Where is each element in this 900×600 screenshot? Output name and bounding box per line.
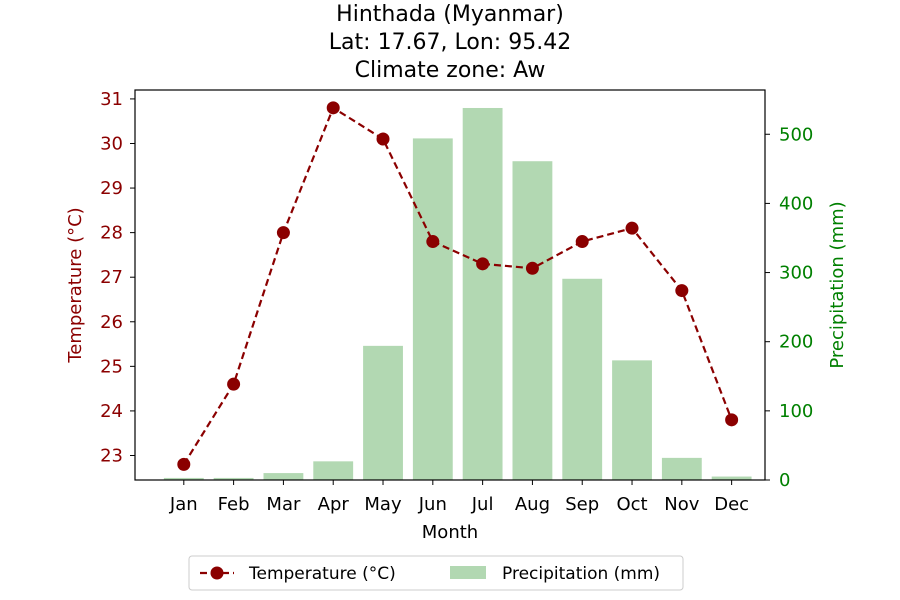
y-left-tick-label-30: 30: [100, 133, 123, 154]
x-tick-label-may: May: [364, 494, 402, 515]
y-left-tick-label-26: 26: [100, 312, 123, 333]
precipitation-bar-jun: [412, 138, 453, 481]
y-right-tick-label-400: 400: [779, 193, 813, 214]
axes: 23 24 25 26 27 28 29 30 31 0 100 200 300 400 500 Jan Feb…: [100, 89, 813, 515]
temperature-series-line: [182, 106, 733, 465]
precipitation-bar-jul: [462, 107, 503, 480]
temperature-point-may: [376, 132, 390, 146]
temperature-point-aug: [525, 261, 539, 275]
x-tick-label-feb: Feb: [218, 494, 250, 515]
x-axis-label: Month: [422, 522, 478, 543]
x-tick-label-aug: Aug: [515, 494, 550, 515]
legend-temperature-label: Temperature (°C): [248, 564, 396, 584]
y-right-tick-label-500: 500: [779, 124, 813, 145]
y-right-tick-label-200: 200: [779, 332, 813, 353]
temperature-point-feb: [227, 377, 241, 391]
title-line-1: Hinthada (Myanmar): [336, 2, 564, 27]
legend: Temperature (°C) Precipitation (mm): [188, 555, 684, 591]
precipitation-bar-oct: [612, 360, 652, 480]
y-left-axis-label: Temperature (°C): [65, 207, 86, 363]
y-right-tick-label-100: 100: [779, 401, 813, 422]
legend-box: [188, 555, 684, 591]
precipitation-bar-feb: [213, 477, 254, 480]
precipitation-bars: [163, 107, 752, 481]
y-left-tick-label-25: 25: [100, 356, 123, 377]
precipitation-bar-dec: [711, 476, 752, 480]
y-right-tick-label-0: 0: [779, 470, 790, 491]
title-line-2: Lat: 17.67, Lon: 95.42: [329, 30, 571, 55]
temperature-point-oct: [625, 221, 639, 235]
precipitation-bar-apr: [313, 461, 354, 480]
y-left-tick-label-28: 28: [100, 223, 123, 244]
x-tick-label-nov: Nov: [664, 494, 699, 515]
precipitation-bar-mar: [263, 473, 304, 480]
plot-frame: [134, 89, 766, 481]
temperature-point-sep: [575, 235, 589, 249]
x-tick-label-jun: Jun: [418, 494, 447, 515]
x-tick-label-mar: Mar: [266, 494, 301, 515]
precipitation-bar-may: [363, 345, 403, 480]
y-left-tick-label-27: 27: [100, 267, 123, 288]
x-tick-label-oct: Oct: [616, 494, 647, 515]
legend-precipitation-swatch: [450, 566, 486, 579]
precipitation-bar-nov: [661, 457, 702, 480]
chart-title: Hinthada (Myanmar) Lat: 17.67, Lon: 95.4…: [329, 2, 571, 83]
precipitation-bar-sep: [562, 278, 603, 480]
y-left-tick-label-23: 23: [100, 445, 123, 466]
temperature-point-nov: [675, 284, 689, 298]
x-tick-label-jul: Jul: [471, 494, 494, 515]
legend-temperature-marker: [210, 566, 224, 580]
y-left-tick-label-31: 31: [100, 89, 123, 110]
temperature-point-jun: [426, 235, 440, 249]
temperature-point-dec: [725, 413, 739, 427]
temperature-point-jan: [177, 457, 191, 471]
title-line-3: Climate zone: Aw: [355, 58, 546, 83]
y-left-tick-label-29: 29: [100, 178, 123, 199]
x-tick-label-dec: Dec: [714, 494, 749, 515]
x-tick-label-jan: Jan: [169, 494, 198, 515]
x-tick-label-apr: Apr: [318, 494, 350, 515]
y-left-tick-label-24: 24: [100, 401, 123, 422]
temperature-point-apr: [326, 101, 340, 115]
temperature-point-jul: [476, 257, 490, 271]
precipitation-bar-aug: [512, 161, 553, 481]
y-right-axis-label: Precipitation (mm): [827, 201, 848, 368]
legend-precipitation-label: Precipitation (mm): [502, 564, 660, 584]
x-tick-label-sep: Sep: [565, 494, 599, 515]
temperature-point-mar: [276, 226, 290, 240]
precipitation-bar-jan: [163, 477, 204, 480]
y-right-tick-label-300: 300: [779, 263, 813, 284]
temperature-line: [177, 101, 739, 471]
